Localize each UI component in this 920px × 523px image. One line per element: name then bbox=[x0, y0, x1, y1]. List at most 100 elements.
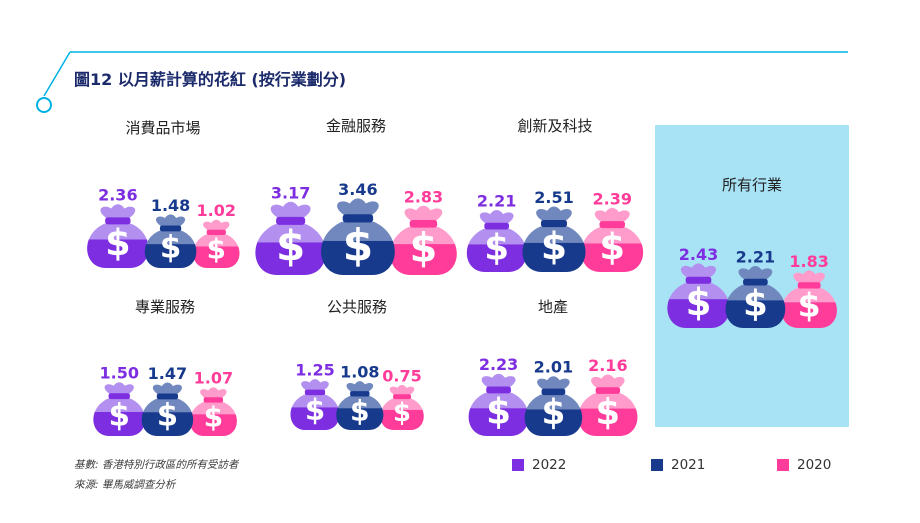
bag-lower bbox=[380, 409, 424, 430]
value-label-2021: 1.47 bbox=[148, 364, 187, 383]
bag-lower bbox=[524, 409, 583, 436]
value-label-2020: 2.16 bbox=[588, 356, 627, 375]
bag-tuft bbox=[389, 384, 415, 396]
bag-lower bbox=[193, 246, 240, 268]
bag-lower bbox=[93, 411, 146, 436]
bag-upper bbox=[781, 287, 837, 303]
dollar-icon: $ bbox=[486, 392, 511, 433]
bag-tuft bbox=[738, 265, 773, 280]
bag-tie bbox=[541, 388, 566, 396]
dollar-icon: $ bbox=[305, 393, 325, 427]
bag-lower bbox=[578, 408, 638, 436]
dollar-icon: $ bbox=[686, 281, 712, 324]
dollar-icon: $ bbox=[160, 229, 181, 265]
bag-tie bbox=[206, 229, 226, 235]
dollar-icon: $ bbox=[108, 397, 130, 433]
bag-tie bbox=[203, 397, 224, 403]
value-label-2022: 3.17 bbox=[271, 183, 310, 202]
bag-lower bbox=[189, 414, 237, 436]
money-bag-2022: $2.23 bbox=[468, 355, 529, 436]
bag-tie bbox=[797, 282, 821, 289]
bag-upper bbox=[141, 398, 194, 413]
money-bag-2020: $1.83 bbox=[781, 252, 837, 328]
dollar-icon: $ bbox=[207, 232, 226, 265]
bag-tie bbox=[159, 225, 182, 232]
dollar-icon: $ bbox=[350, 394, 370, 427]
value-label-2021: 3.46 bbox=[338, 180, 377, 199]
bag-upper bbox=[380, 398, 424, 410]
value-label-2022: 2.23 bbox=[479, 355, 518, 374]
bag-tuft bbox=[793, 270, 825, 284]
bag-upper bbox=[468, 392, 529, 409]
bag-tuft bbox=[481, 373, 516, 388]
dollar-icon: $ bbox=[484, 228, 509, 269]
value-label-2021: 2.51 bbox=[534, 188, 573, 207]
category-label: 創新及科技 bbox=[517, 117, 592, 135]
bag-upper bbox=[321, 221, 395, 241]
money-bag-2021: $1.47 bbox=[141, 364, 194, 436]
bag-upper bbox=[144, 230, 197, 245]
bag-tie bbox=[342, 214, 374, 223]
category-label: 地產 bbox=[538, 298, 568, 316]
bag-tie bbox=[276, 216, 306, 225]
bag-lower bbox=[141, 412, 194, 436]
bag-lower bbox=[87, 239, 149, 268]
legend-item-2022: 2022 bbox=[512, 457, 566, 473]
bag-upper bbox=[522, 226, 586, 243]
bag-lower bbox=[390, 244, 457, 275]
bag-upper bbox=[390, 226, 457, 245]
category-label: 專業服務 bbox=[135, 298, 195, 316]
value-label-2022: 2.36 bbox=[98, 186, 137, 205]
bag-tie bbox=[599, 221, 625, 229]
bag-tie bbox=[393, 394, 412, 400]
dollar-icon: $ bbox=[541, 224, 567, 268]
bag-tuft bbox=[203, 219, 230, 231]
money-bag-2022: $2.21 bbox=[466, 191, 527, 272]
chart-title: 圖12 以月薪計算的花紅 (按行業劃分) bbox=[74, 70, 347, 89]
bag-lower bbox=[290, 407, 340, 430]
legend-label-2022: 2022 bbox=[532, 457, 567, 473]
bag-tuft bbox=[337, 198, 379, 216]
money-bag-2020: $2.83 bbox=[390, 187, 457, 275]
bag-upper bbox=[336, 396, 384, 409]
bag-lower bbox=[468, 408, 529, 436]
bag-tuft bbox=[536, 206, 572, 222]
bag-tie bbox=[409, 220, 438, 228]
value-label-2020: 0.75 bbox=[382, 366, 421, 385]
bag-lower bbox=[725, 300, 786, 328]
bag-upper bbox=[290, 394, 340, 408]
bag-upper bbox=[93, 398, 146, 412]
value-label-2020: 2.39 bbox=[592, 189, 631, 208]
bag-upper bbox=[581, 227, 644, 244]
money-bag-2020: $1.02 bbox=[193, 201, 240, 268]
bag-tie bbox=[486, 386, 511, 394]
money-bag-2021: $1.48 bbox=[144, 196, 197, 268]
value-label-2022: 2.43 bbox=[679, 245, 718, 264]
bag-tie bbox=[595, 387, 621, 394]
dollar-icon: $ bbox=[276, 221, 305, 270]
legend-swatch-2020 bbox=[777, 459, 789, 471]
dollar-icon: $ bbox=[204, 400, 223, 433]
dollar-icon: $ bbox=[343, 220, 374, 271]
money-bag-2022: $2.36 bbox=[87, 186, 149, 268]
value-label-2021: 1.08 bbox=[340, 362, 379, 381]
bag-lower bbox=[581, 243, 644, 272]
money-bag-2022: $2.43 bbox=[667, 245, 730, 328]
category-label: 金融服務 bbox=[326, 117, 386, 135]
footnote-base: 基數: 香港特別行政區的所有受訪者 bbox=[74, 459, 239, 471]
bag-tuft bbox=[104, 382, 134, 395]
category-label: 消費品市場 bbox=[125, 119, 200, 137]
value-label-2020: 2.83 bbox=[404, 187, 443, 206]
bag-lower bbox=[336, 408, 384, 430]
bag-tie bbox=[540, 219, 567, 228]
legend-label-2021: 2021 bbox=[671, 457, 706, 473]
legend-label-2020: 2020 bbox=[797, 457, 832, 473]
bag-upper bbox=[193, 234, 240, 247]
bag-lower bbox=[144, 244, 197, 268]
dollar-icon: $ bbox=[743, 284, 768, 325]
bag-upper bbox=[725, 284, 786, 301]
money-bag-2021: $2.21 bbox=[725, 247, 786, 328]
dollar-icon: $ bbox=[393, 398, 411, 428]
accent-line bbox=[43, 51, 848, 97]
